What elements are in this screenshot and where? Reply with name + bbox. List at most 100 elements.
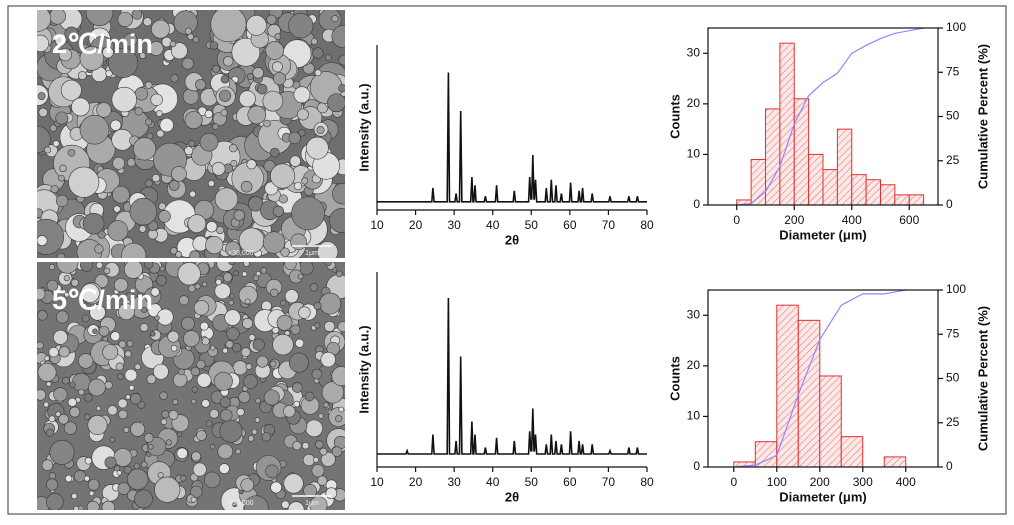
- particle: [116, 470, 122, 476]
- particle: [138, 225, 147, 233]
- particle: [146, 374, 157, 385]
- particle: [187, 214, 207, 233]
- particle: [238, 90, 256, 108]
- particle: [126, 157, 136, 167]
- particle: [210, 345, 216, 351]
- particle: [78, 388, 85, 396]
- particle: [331, 366, 345, 387]
- particle: [78, 353, 94, 369]
- particle: [199, 132, 219, 152]
- particle: [89, 304, 106, 321]
- particle: [211, 161, 226, 176]
- particle: [123, 33, 138, 48]
- particle: [173, 10, 198, 35]
- y2-tick-label: 25: [946, 153, 960, 167]
- x-tick-label: 200: [784, 213, 804, 227]
- particle: [68, 166, 100, 198]
- histogram-bar: [793, 98, 810, 206]
- histogram-bar: [908, 194, 925, 206]
- particle: [177, 262, 201, 286]
- particle: [209, 409, 219, 419]
- particle: [293, 400, 300, 408]
- particle: [73, 470, 87, 483]
- particle: [50, 185, 59, 194]
- particle: [184, 111, 203, 130]
- particle: [284, 262, 297, 271]
- particle: [304, 391, 315, 402]
- particle: [230, 159, 238, 167]
- particle: [123, 465, 132, 474]
- particle: [144, 262, 154, 270]
- particle: [132, 137, 157, 161]
- x-tick-label: 80: [640, 218, 654, 232]
- particle: [48, 415, 56, 423]
- particle: [212, 64, 221, 73]
- x-tick-label: 20: [409, 475, 423, 489]
- particle: [81, 303, 88, 309]
- particle: [236, 408, 245, 417]
- particle: [280, 247, 290, 257]
- particle: [151, 19, 170, 39]
- particle: [37, 389, 47, 401]
- particle: [58, 174, 65, 182]
- particle: [335, 270, 343, 278]
- particle: [293, 181, 303, 191]
- xrd-pattern: [377, 72, 647, 203]
- particle: [117, 373, 124, 380]
- particle: [81, 314, 90, 323]
- particle: [58, 48, 72, 62]
- x-tick-label: 100: [767, 475, 787, 489]
- particle: [123, 262, 143, 279]
- x-tick-label: 30: [447, 218, 461, 232]
- particle: [154, 315, 160, 321]
- particle: [61, 376, 70, 385]
- particle: [192, 36, 200, 44]
- y2-axis-label: Cumulative Percent (%): [975, 44, 990, 189]
- x-axis-label: Diameter (μm): [779, 227, 866, 242]
- y-axis-label: Counts: [667, 94, 682, 139]
- particle: [337, 321, 345, 333]
- particle: [262, 90, 284, 112]
- particle: [196, 430, 207, 441]
- particle: [302, 453, 315, 467]
- particle: [261, 432, 271, 442]
- particle: [158, 202, 167, 211]
- y-tick-label: 30: [687, 45, 701, 59]
- particle: [88, 490, 95, 497]
- particle: [263, 389, 280, 406]
- particle: [108, 47, 139, 78]
- particle: [128, 384, 135, 391]
- particle: [121, 242, 147, 258]
- particle: [321, 381, 344, 404]
- particle: [158, 210, 171, 223]
- particle: [246, 15, 267, 36]
- x-tick-label: 300: [853, 475, 873, 489]
- particle: [246, 159, 257, 170]
- particle: [254, 417, 261, 423]
- particle: [87, 478, 100, 491]
- particle: [69, 406, 81, 418]
- particle: [314, 322, 321, 329]
- particle: [188, 140, 196, 148]
- particle: [242, 317, 254, 329]
- particle: [306, 136, 329, 160]
- particle: [114, 465, 121, 472]
- y2-tick-label: 50: [946, 371, 960, 385]
- particle: [269, 147, 280, 158]
- particle: [283, 473, 304, 494]
- particle: [196, 372, 212, 388]
- particle: [37, 218, 65, 255]
- particle: [72, 373, 91, 392]
- particle: [168, 409, 179, 420]
- particle: [324, 262, 332, 267]
- particle: [292, 441, 302, 451]
- particle: [56, 262, 79, 274]
- particle: [272, 334, 294, 356]
- particle: [243, 262, 250, 267]
- particle: [270, 288, 279, 297]
- particle: [60, 79, 82, 101]
- particle: [37, 287, 46, 301]
- particle: [84, 457, 93, 465]
- particle: [141, 306, 148, 314]
- particle: [215, 278, 222, 286]
